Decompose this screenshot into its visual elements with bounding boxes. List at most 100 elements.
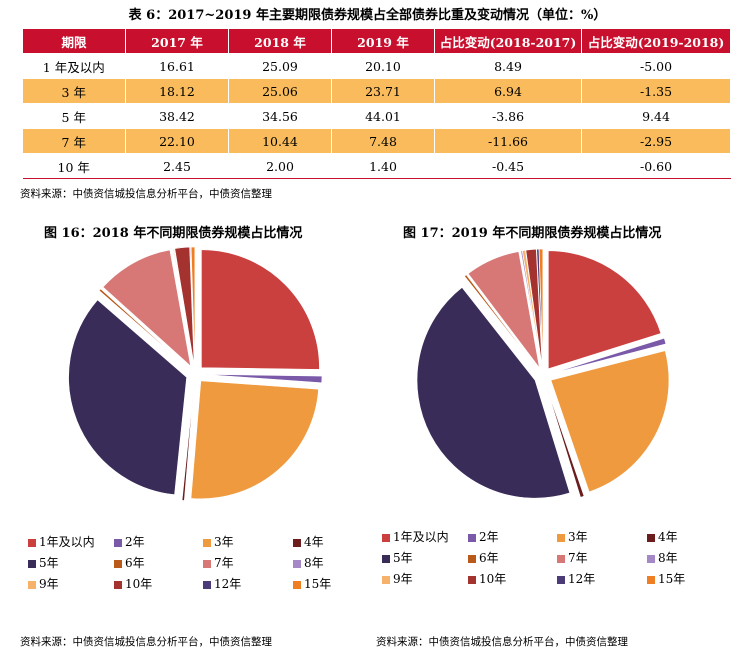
legend-item: 9年 [28, 575, 59, 592]
pie-slice-7 [102, 249, 192, 367]
legend-label: 8年 [304, 556, 324, 570]
table-cell: 23.71 [331, 78, 435, 104]
table-cell: -2.95 [581, 128, 731, 154]
pie-slice-5 [68, 299, 187, 496]
legend-2018: 1年及以内 2年 3年 4年 5年 6年 7年 8年 9年 10年 12年 15年 [28, 533, 348, 597]
legend-label: 15年 [304, 577, 332, 591]
legend-swatch [203, 580, 211, 589]
legend-label: 1年及以内 [393, 530, 449, 544]
legend-item: 12年 [203, 575, 241, 592]
table-cell: 25.06 [228, 78, 332, 104]
chart-source-2019: 资料来源：中债资信城投信息分析平台，中债资信整理 [376, 636, 628, 648]
pie-slice-6 [98, 288, 189, 369]
table-cell: 9.44 [581, 103, 731, 129]
table-row: 1 年及以内 16.61 25.09 20.10 8.49 -5.00 [22, 53, 731, 79]
table-cell: -5.00 [581, 53, 731, 79]
legend-swatch [468, 533, 476, 542]
table-row: 3 年 18.12 25.06 23.71 6.94 -1.35 [22, 78, 731, 104]
chart-title-2019: 图 17：2019 年不同期限债券规模占比情况 [403, 226, 662, 241]
legend-swatch [382, 533, 390, 542]
table-cell: 1.40 [331, 153, 435, 179]
legend-swatch [557, 533, 565, 542]
legend-swatch [557, 575, 565, 584]
legend-swatch [468, 554, 476, 563]
legend-label: 8年 [658, 551, 678, 565]
legend-item: 1年及以内 [382, 528, 449, 545]
legend-label: 5年 [39, 556, 59, 570]
pie-slice-7 [467, 251, 540, 368]
header-2017: 2017 年 [125, 28, 229, 54]
header-change-2019: 占比变动(2019-2018) [581, 28, 731, 54]
table-cell: 1 年及以内 [22, 53, 126, 79]
legend-item: 12年 [557, 570, 595, 587]
legend-item: 8年 [293, 554, 324, 571]
legend-swatch [293, 580, 301, 589]
legend-label: 3年 [568, 530, 588, 544]
legend-item: 3年 [557, 528, 588, 545]
legend-label: 2年 [125, 535, 145, 549]
legend-swatch [647, 554, 655, 563]
legend-swatch [203, 538, 211, 547]
legend-label: 7年 [568, 551, 588, 565]
header-2019: 2019 年 [331, 28, 435, 54]
legend-label: 1年及以内 [39, 535, 95, 549]
legend-item: 6年 [114, 554, 145, 571]
chart-source-2018: 资料来源：中债资信城投信息分析平台，中债资信整理 [20, 636, 272, 648]
table-cell: 25.09 [228, 53, 332, 79]
legend-item: 5年 [28, 554, 59, 571]
pie-chart-2018 [68, 246, 323, 501]
legend-swatch [647, 533, 655, 542]
header-2018: 2018 年 [228, 28, 332, 54]
legend-item: 6年 [468, 549, 499, 566]
legend-label: 9年 [39, 577, 59, 591]
legend-item: 2年 [468, 528, 499, 545]
legend-swatch [114, 559, 122, 568]
legend-item: 2年 [114, 533, 145, 550]
pie-slice-9 [522, 249, 542, 368]
table-cell: -0.45 [434, 153, 582, 179]
table-cell: 7.48 [331, 128, 435, 154]
table-cell: 22.10 [125, 128, 229, 154]
table-cell: 38.42 [125, 103, 229, 129]
legend-label: 6年 [125, 556, 145, 570]
legend-item: 4年 [293, 533, 324, 550]
legend-swatch [28, 538, 36, 547]
table-cell: 34.56 [228, 103, 332, 129]
pie-slice-12 [538, 248, 544, 368]
pie-slice-2 [203, 374, 323, 384]
legend-item: 1年及以内 [28, 533, 95, 550]
legend-swatch [557, 554, 565, 563]
table-cell: 20.10 [331, 53, 435, 79]
legend-label: 3年 [214, 535, 234, 549]
legend-swatch [382, 575, 390, 584]
table-cell: 2.45 [125, 153, 229, 179]
table-row: 7 年 22.10 10.44 7.48 -11.66 -2.95 [22, 128, 731, 154]
legend-swatch [28, 580, 36, 589]
legend-swatch [293, 538, 301, 547]
legend-label: 12年 [568, 572, 596, 586]
table-row: 5 年 38.42 34.56 44.01 -3.86 9.44 [22, 103, 731, 129]
table-title: 表 6：2017~2019 年主要期限债券规模占全部债券比重及变动情况（单位：%… [128, 8, 607, 23]
pie-chart-2019 [416, 248, 670, 499]
legend-item: 5年 [382, 549, 413, 566]
legend-swatch [647, 575, 655, 584]
table-cell: 10 年 [22, 153, 126, 179]
pie-slice-10 [525, 248, 543, 368]
table-header-row: 期限 2017 年 2018 年 2019 年 占比变动(2018-2017) … [22, 28, 731, 54]
legend-item: 15年 [293, 575, 331, 592]
legend-item: 4年 [647, 528, 678, 545]
pie-slice-3 [190, 380, 319, 500]
table-cell: -11.66 [434, 128, 582, 154]
legend-swatch [382, 554, 390, 563]
pie-slice-10 [174, 246, 195, 366]
legend-item: 10年 [114, 575, 152, 592]
table-cell: 18.12 [125, 78, 229, 104]
pie-slice-1 [201, 249, 320, 370]
legend-item: 15年 [647, 570, 685, 587]
pie-slice-12 [190, 246, 196, 366]
table-row: 10 年 2.45 2.00 1.40 -0.45 -0.60 [22, 153, 731, 179]
pie-slice-4 [181, 382, 195, 501]
header-change-2018: 占比变动(2018-2017) [434, 28, 582, 54]
table-cell: 8.49 [434, 53, 582, 79]
legend-label: 4年 [658, 530, 678, 544]
